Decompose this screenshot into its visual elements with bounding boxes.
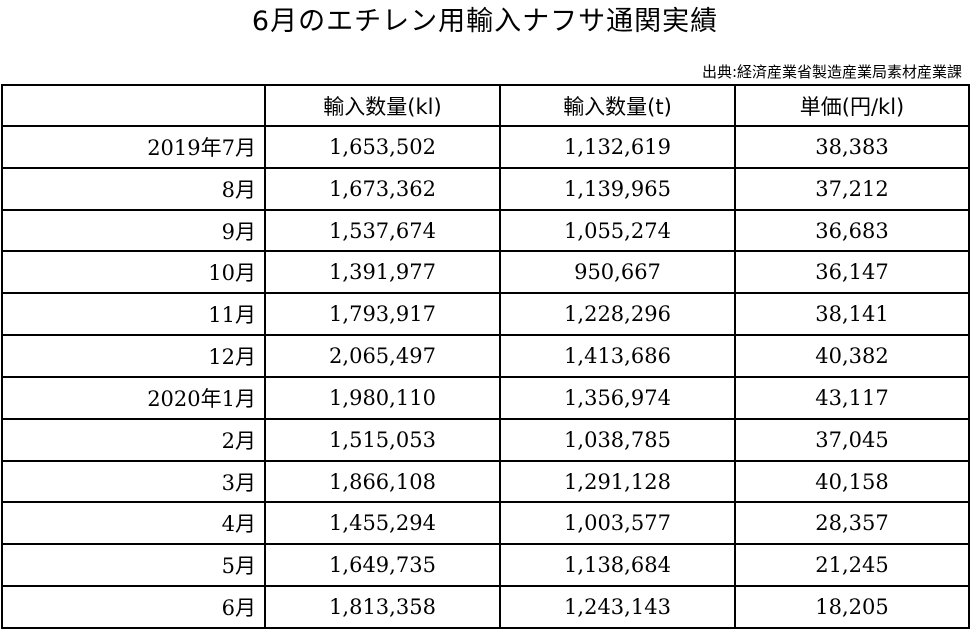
unit-price-cell: 21,245 bbox=[734, 543, 970, 588]
table-row: 10月 1,391,977 950,667 36,147 bbox=[1, 250, 970, 295]
header-row: 輸入数量(kl) 輸入数量(t) 単価(円/kl) bbox=[1, 84, 970, 127]
period-cell: 4月 bbox=[1, 501, 266, 546]
table-row: 2019年7月 1,653,502 1,132,619 38,383 bbox=[1, 125, 970, 169]
period-cell: 2月 bbox=[1, 417, 266, 462]
unit-price-cell: 18,205 bbox=[734, 585, 970, 629]
table-row: 9月 1,537,674 1,055,274 36,683 bbox=[1, 208, 970, 253]
volume-t-cell: 1,139,965 bbox=[499, 166, 736, 211]
unit-price-cell: 40,158 bbox=[734, 459, 970, 504]
unit-price-cell: 36,683 bbox=[734, 208, 970, 253]
volume-t-cell: 1,138,684 bbox=[499, 543, 736, 588]
volume-kl-cell: 1,391,977 bbox=[264, 250, 501, 295]
volume-t-cell: 1,055,274 bbox=[499, 208, 736, 253]
volume-t-cell: 1,243,143 bbox=[499, 585, 736, 629]
period-cell: 2019年7月 bbox=[1, 125, 266, 169]
header-volume-kl: 輸入数量(kl) bbox=[264, 84, 501, 127]
volume-t-cell: 1,413,686 bbox=[499, 334, 736, 378]
volume-kl-cell: 1,515,053 bbox=[264, 417, 501, 462]
volume-kl-cell: 1,980,110 bbox=[264, 375, 501, 420]
table-row: 2月 1,515,053 1,038,785 37,045 bbox=[1, 417, 970, 462]
table-row: 3月 1,866,108 1,291,128 40,158 bbox=[1, 459, 970, 504]
unit-price-cell: 37,045 bbox=[734, 417, 970, 462]
volume-t-cell: 1,003,577 bbox=[499, 501, 736, 546]
table-row: 4月 1,455,294 1,003,577 28,357 bbox=[1, 501, 970, 546]
unit-price-cell: 40,382 bbox=[734, 334, 970, 378]
volume-t-cell: 1,356,974 bbox=[499, 375, 736, 420]
period-cell: 9月 bbox=[1, 208, 266, 253]
table-row: 6月 1,813,358 1,243,143 18,205 bbox=[1, 585, 970, 629]
period-cell: 5月 bbox=[1, 543, 266, 588]
period-cell: 11月 bbox=[1, 292, 266, 337]
header-unit-price: 単価(円/kl) bbox=[734, 84, 970, 127]
period-cell: 12月 bbox=[1, 334, 266, 378]
table-row: 8月 1,673,362 1,139,965 37,212 bbox=[1, 166, 970, 211]
unit-price-cell: 37,212 bbox=[734, 166, 970, 211]
period-cell: 2020年1月 bbox=[1, 375, 266, 420]
volume-t-cell: 1,132,619 bbox=[499, 125, 736, 169]
unit-price-cell: 43,117 bbox=[734, 375, 970, 420]
unit-price-cell: 36,147 bbox=[734, 250, 970, 295]
volume-t-cell: 1,291,128 bbox=[499, 459, 736, 504]
period-cell: 6月 bbox=[1, 585, 266, 629]
table-row: 2020年1月 1,980,110 1,356,974 43,117 bbox=[1, 375, 970, 420]
table-row: 11月 1,793,917 1,228,296 38,141 bbox=[1, 292, 970, 337]
volume-kl-cell: 2,065,497 bbox=[264, 334, 501, 378]
period-cell: 3月 bbox=[1, 459, 266, 504]
volume-kl-cell: 1,653,502 bbox=[264, 125, 501, 169]
volume-kl-cell: 1,455,294 bbox=[264, 501, 501, 546]
import-table: 輸入数量(kl) 輸入数量(t) 単価(円/kl) 2019年7月 1,653,5… bbox=[1, 84, 970, 629]
volume-kl-cell: 1,813,358 bbox=[264, 585, 501, 629]
volume-kl-cell: 1,793,917 bbox=[264, 292, 501, 337]
volume-kl-cell: 1,866,108 bbox=[264, 459, 501, 504]
header-volume-t: 輸入数量(t) bbox=[499, 84, 736, 127]
table-row: 12月 2,065,497 1,413,686 40,382 bbox=[1, 334, 970, 378]
volume-kl-cell: 1,673,362 bbox=[264, 166, 501, 211]
volume-kl-cell: 1,649,735 bbox=[264, 543, 501, 588]
unit-price-cell: 38,141 bbox=[734, 292, 970, 337]
period-cell: 8月 bbox=[1, 166, 266, 211]
unit-price-cell: 28,357 bbox=[734, 501, 970, 546]
period-cell: 10月 bbox=[1, 250, 266, 295]
volume-t-cell: 950,667 bbox=[499, 250, 736, 295]
source-note: 出典:経済産業省製造産業局素材産業課 bbox=[701, 63, 962, 81]
table-body: 2019年7月 1,653,502 1,132,619 38,383 8月 1,673,3… bbox=[1, 125, 970, 629]
volume-t-cell: 1,228,296 bbox=[499, 292, 736, 337]
volume-kl-cell: 1,537,674 bbox=[264, 208, 501, 253]
unit-price-cell: 38,383 bbox=[734, 125, 970, 169]
table-row: 5月 1,649,735 1,138,684 21,245 bbox=[1, 543, 970, 588]
volume-t-cell: 1,038,785 bbox=[499, 417, 736, 462]
page-title: 6月のエチレン用輸入ナフサ通関実績 bbox=[251, 6, 719, 37]
header-period bbox=[1, 84, 266, 127]
